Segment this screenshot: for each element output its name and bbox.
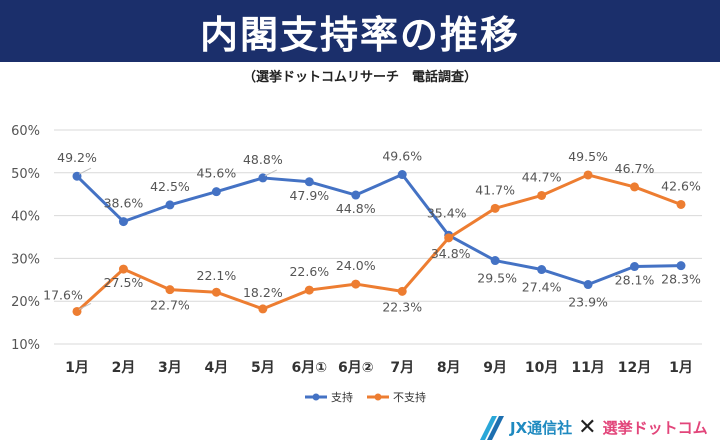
data-label: 27.4% — [522, 280, 562, 295]
legend-marker — [312, 393, 320, 401]
data-label: 22.3% — [382, 299, 422, 314]
x-tick-label: 9月 — [483, 360, 507, 376]
label-leader-line — [78, 167, 92, 175]
x-tick-label: 2月 — [112, 360, 136, 376]
data-label: 42.6% — [661, 178, 701, 193]
data-point — [165, 200, 175, 210]
label-leader-line — [78, 303, 92, 310]
data-label: 24.0% — [336, 258, 376, 273]
data-label: 34.8% — [431, 246, 471, 261]
logo-separator: ✕ — [578, 414, 597, 440]
y-tick-label: 40% — [11, 210, 40, 225]
legend-marker — [374, 393, 382, 401]
data-label: 49.5% — [568, 149, 608, 164]
data-label: 49.2% — [57, 150, 97, 165]
data-label: 45.6% — [197, 166, 237, 181]
data-point — [304, 285, 314, 295]
data-point — [351, 279, 361, 289]
y-tick-label: 50% — [11, 167, 40, 182]
y-tick-label: 10% — [11, 338, 40, 353]
x-tick-label: 6月① — [292, 360, 328, 376]
x-tick-label: 6月② — [338, 360, 374, 376]
data-label: 22.1% — [197, 268, 237, 283]
data-point — [676, 199, 686, 209]
data-point — [537, 265, 547, 275]
chart-subtitle: （選挙ドットコムリサーチ 電話調査） — [242, 70, 477, 85]
data-point — [630, 182, 640, 192]
data-label: 22.6% — [289, 264, 329, 279]
data-label: 47.9% — [289, 188, 329, 203]
data-point — [118, 217, 128, 227]
data-point — [444, 233, 454, 243]
y-tick-label: 20% — [11, 295, 40, 310]
data-label: 29.5% — [477, 271, 517, 286]
data-point — [211, 287, 221, 297]
data-label: 35.4% — [427, 205, 467, 220]
data-label: 48.8% — [243, 152, 283, 167]
title-banner: 内閣支持率の推移 — [0, 0, 720, 62]
x-tick-label: 5月 — [251, 360, 275, 376]
data-point — [397, 286, 407, 296]
data-point — [676, 261, 686, 271]
data-point — [490, 256, 500, 266]
data-point — [258, 304, 268, 314]
data-point — [397, 170, 407, 180]
x-tick-label: 3月 — [158, 360, 182, 376]
legend-label: 不支持 — [393, 390, 426, 404]
x-tick-label: 7月 — [390, 360, 414, 376]
x-tick-label: 12月 — [618, 360, 651, 376]
data-point — [304, 177, 314, 187]
data-point — [630, 262, 640, 272]
x-tick-label: 1月 — [65, 360, 89, 376]
y-tick-label: 30% — [11, 252, 40, 267]
x-tick-label: 11月 — [571, 360, 604, 376]
data-label: 18.2% — [243, 285, 283, 300]
data-label: 27.5% — [104, 275, 144, 290]
legend-label: 支持 — [331, 390, 353, 404]
data-point — [72, 171, 82, 181]
data-point — [537, 190, 547, 200]
data-label: 28.3% — [661, 272, 701, 287]
x-tick-label: 10月 — [525, 360, 558, 376]
data-label: 49.6% — [382, 149, 422, 164]
data-label: 28.1% — [615, 273, 655, 288]
x-tick-label: 4月 — [205, 360, 229, 376]
label-leader-line — [264, 169, 278, 177]
x-tick-label: 8月 — [437, 360, 461, 376]
data-label: 41.7% — [475, 182, 515, 197]
series-line — [75, 173, 682, 313]
logo-area: JX通信社 ✕ 選挙ドットコム — [478, 414, 708, 440]
data-point — [211, 187, 221, 197]
data-label: 46.7% — [615, 161, 655, 176]
data-point — [351, 190, 361, 200]
y-tick-label: 60% — [11, 124, 40, 139]
data-point — [258, 173, 268, 183]
series-line — [75, 173, 682, 287]
data-point — [118, 264, 128, 274]
data-label: 38.6% — [104, 196, 144, 211]
data-label: 44.8% — [336, 201, 376, 216]
data-label: 42.5% — [150, 179, 190, 194]
data-point — [490, 203, 500, 213]
brand-logo-text: 選挙ドットコム — [602, 418, 708, 437]
x-tick-label: 1月 — [669, 360, 693, 376]
chart-title: 内閣支持率の推移 — [199, 12, 520, 57]
data-label: 17.6% — [43, 287, 83, 302]
data-label: 23.9% — [568, 295, 608, 310]
company-logo-text: JX通信社 — [510, 418, 573, 437]
data-point — [72, 306, 82, 316]
data-label: 44.7% — [522, 169, 562, 184]
data-point — [165, 285, 175, 295]
data-point — [583, 170, 593, 180]
data-point — [583, 280, 593, 290]
jx-logo-icon — [480, 416, 504, 440]
data-label: 22.7% — [150, 298, 190, 313]
